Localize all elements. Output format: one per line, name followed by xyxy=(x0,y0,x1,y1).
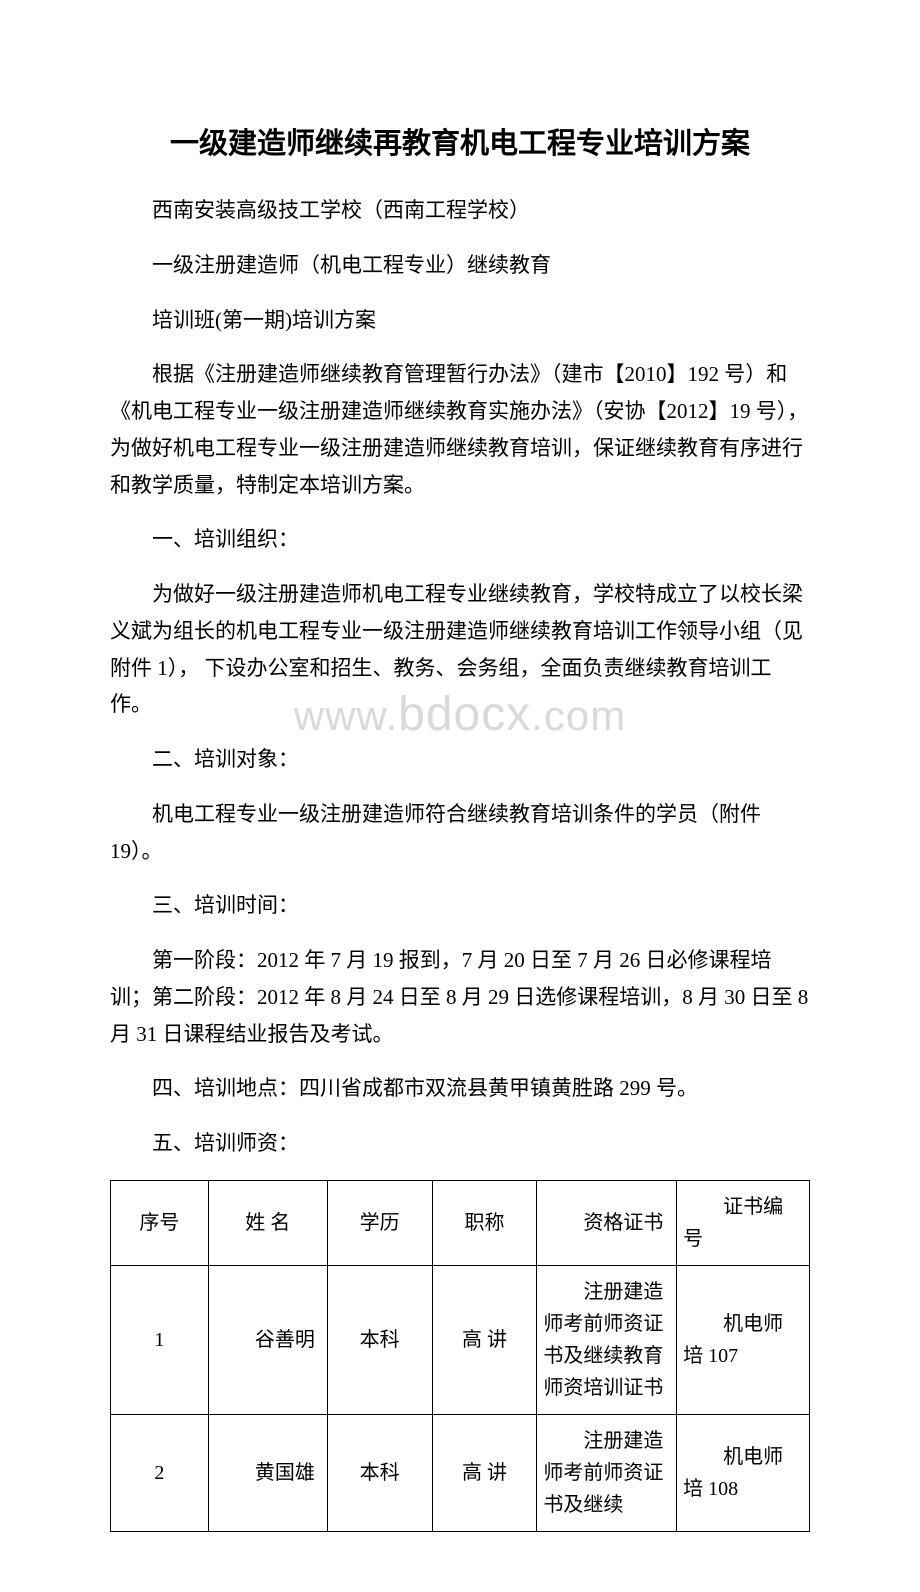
paragraph-program: 一级注册建造师（机电工程专业）继续教育 xyxy=(110,247,810,284)
paragraph-class-plan: 培训班(第一期)培训方案 xyxy=(110,302,810,339)
paragraph-time: 第一阶段：2012 年 7 月 19 报到，7 月 20 日至 7 月 26 日… xyxy=(110,942,810,1052)
paragraph-target: 机电工程专业一级注册建造师符合继续教育培训条件的学员（附件 19）。 xyxy=(110,796,810,870)
header-certno: 证书编号 xyxy=(677,1180,810,1265)
cell-name: 黄国雄 xyxy=(208,1414,327,1531)
cell-education: 本科 xyxy=(327,1265,432,1414)
section-heading-time: 三、培训时间： xyxy=(110,887,810,924)
header-name: 姓 名 xyxy=(208,1180,327,1265)
faculty-table: 序号 姓 名 学历 职称 资格证书 证书编号 1 谷善明 本科 高 讲 注册建造… xyxy=(110,1180,810,1532)
header-seq: 序号 xyxy=(111,1180,209,1265)
cell-education: 本科 xyxy=(327,1414,432,1531)
cell-certno: 机电师培 108 xyxy=(677,1414,810,1531)
header-title: 职称 xyxy=(432,1180,537,1265)
table-row: 1 谷善明 本科 高 讲 注册建造师考前师资证书及继续教育师资培训证书 机电师培… xyxy=(111,1265,810,1414)
cell-seq: 1 xyxy=(111,1265,209,1414)
table-row: 2 黄国雄 本科 高 讲 注册建造师考前师资证书及继续 机电师培 108 xyxy=(111,1414,810,1531)
paragraph-school: 西南安装高级技工学校（西南工程学校） xyxy=(110,192,810,229)
table-header-row: 序号 姓 名 学历 职称 资格证书 证书编号 xyxy=(111,1180,810,1265)
cell-title: 高 讲 xyxy=(432,1414,537,1531)
document-title: 一级建造师继续再教育机电工程专业培训方案 xyxy=(110,120,810,162)
header-cert: 资格证书 xyxy=(537,1180,677,1265)
cell-title: 高 讲 xyxy=(432,1265,537,1414)
section-heading-faculty: 五、培训师资： xyxy=(110,1125,810,1162)
section-heading-location: 四、培训地点：四川省成都市双流县黄甲镇黄胜路 299 号。 xyxy=(110,1070,810,1107)
paragraph-basis: 根据《注册建造师继续教育管理暂行办法》（建市【2010】192 号）和《机电工程… xyxy=(110,356,810,503)
section-heading-target: 二、培训对象： xyxy=(110,741,810,778)
cell-certno: 机电师培 107 xyxy=(677,1265,810,1414)
header-education: 学历 xyxy=(327,1180,432,1265)
cell-cert: 注册建造师考前师资证书及继续教育师资培训证书 xyxy=(537,1265,677,1414)
document-content: 一级建造师继续再教育机电工程专业培训方案 西南安装高级技工学校（西南工程学校） … xyxy=(110,120,810,1532)
section-heading-organization: 一、培训组织： xyxy=(110,521,810,558)
cell-cert: 注册建造师考前师资证书及继续 xyxy=(537,1414,677,1531)
paragraph-organization: 为做好一级注册建造师机电工程专业继续教育，学校特成立了以校长梁义斌为组长的机电工… xyxy=(110,576,810,723)
cell-name: 谷善明 xyxy=(208,1265,327,1414)
cell-seq: 2 xyxy=(111,1414,209,1531)
